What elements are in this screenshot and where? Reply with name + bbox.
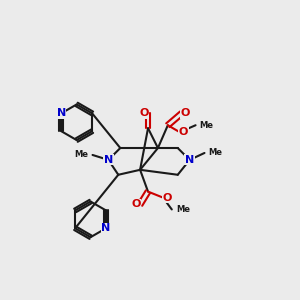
Text: O: O (140, 108, 149, 118)
Text: N: N (185, 155, 194, 165)
Text: Me: Me (200, 121, 214, 130)
Text: N: N (101, 223, 111, 233)
Text: N: N (104, 155, 113, 165)
Text: N: N (57, 108, 66, 118)
Text: O: O (162, 193, 172, 202)
Text: O: O (131, 200, 141, 209)
Text: Me: Me (75, 151, 88, 160)
Text: O: O (179, 127, 188, 137)
Text: Me: Me (176, 205, 190, 214)
Text: O: O (181, 108, 190, 118)
Text: Me: Me (208, 148, 223, 158)
